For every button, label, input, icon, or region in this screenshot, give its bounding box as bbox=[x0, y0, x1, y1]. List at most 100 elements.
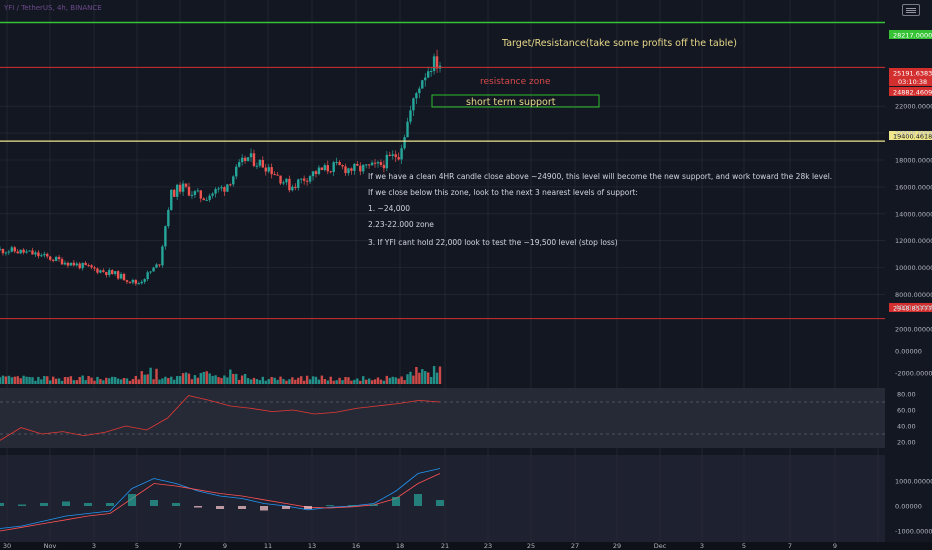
volume-bar-112 bbox=[329, 376, 332, 384]
macd-hist-4 bbox=[84, 503, 92, 506]
volume-bar-59 bbox=[173, 379, 176, 384]
volume-bar-126 bbox=[370, 380, 374, 384]
support-box[interactable] bbox=[431, 94, 600, 108]
volume-bar-39 bbox=[113, 376, 117, 384]
volume-bar-75 bbox=[220, 378, 223, 384]
candle-body-141 bbox=[415, 93, 418, 99]
time-tick-5: 9 bbox=[223, 542, 227, 550]
volume-bar-104 bbox=[305, 375, 309, 384]
volume-bar-103 bbox=[302, 380, 306, 384]
candle-body-31 bbox=[90, 265, 93, 268]
candle-body-17 bbox=[49, 256, 52, 260]
macd-hist-19 bbox=[414, 494, 422, 506]
volume-bar-139 bbox=[409, 371, 412, 384]
macd-pane-bg bbox=[0, 455, 885, 542]
candle-body-44 bbox=[128, 281, 132, 283]
volume-bar-71 bbox=[208, 373, 211, 384]
candle-body-146 bbox=[429, 71, 433, 73]
candle-body-34 bbox=[99, 270, 102, 273]
candle-body-24 bbox=[69, 262, 73, 266]
volume-bar-48 bbox=[140, 371, 143, 384]
candle-body-60 bbox=[175, 184, 179, 197]
rsi-tick-2: 60.00 bbox=[897, 407, 916, 415]
candle-body-86 bbox=[252, 153, 256, 166]
candle-body-87 bbox=[255, 165, 259, 167]
volume-bar-118 bbox=[347, 377, 350, 384]
volume-bar-85 bbox=[249, 379, 253, 384]
candle-body-76 bbox=[223, 187, 226, 192]
note-line-1: If we have a clean 4HR candle close abov… bbox=[368, 172, 832, 181]
candle-body-128 bbox=[376, 162, 380, 164]
candle-body-135 bbox=[397, 157, 400, 160]
candle-body-119 bbox=[350, 168, 353, 171]
candle-body-82 bbox=[240, 157, 244, 163]
candle-body-129 bbox=[379, 162, 383, 165]
candle-body-56 bbox=[164, 226, 167, 247]
macd-tick-0: -1000.00000 bbox=[895, 528, 932, 536]
price-tick-2: 12000.00000 bbox=[895, 237, 932, 245]
volume-bar-32 bbox=[93, 380, 96, 384]
volume-bar-143 bbox=[421, 369, 424, 384]
price-tick-5: 18000.00000 bbox=[895, 157, 932, 165]
time-tick-19: 9 bbox=[833, 542, 837, 550]
candle-body-64 bbox=[187, 186, 191, 196]
volume-bar-4 bbox=[10, 377, 14, 384]
volume-bar-7 bbox=[19, 378, 22, 384]
candle-body-5 bbox=[13, 247, 16, 252]
volume-bar-146 bbox=[429, 376, 433, 384]
macd-hist-1 bbox=[18, 504, 26, 506]
candle-body-42 bbox=[122, 273, 126, 281]
candle-body-79 bbox=[232, 176, 235, 185]
note-line-3: 1. ~24,000 bbox=[368, 204, 410, 213]
volume-bar-18 bbox=[51, 376, 55, 384]
menu-icon[interactable] bbox=[902, 4, 920, 16]
volume-bar-120 bbox=[353, 379, 356, 384]
time-tick-10: 21 bbox=[441, 542, 449, 550]
time-tick-13: 27 bbox=[571, 542, 579, 550]
volume-bar-145 bbox=[426, 372, 430, 384]
volume-bar-67 bbox=[196, 377, 200, 384]
macd-hist-15 bbox=[326, 505, 334, 507]
volume-bar-3 bbox=[7, 375, 11, 384]
macd-tick-2: 1000.00000 bbox=[895, 478, 932, 486]
volume-bar-113 bbox=[332, 380, 335, 384]
volume-bar-57 bbox=[167, 378, 170, 384]
volume-bar-110 bbox=[323, 379, 327, 384]
volume-bar-38 bbox=[111, 376, 114, 384]
volume-bar-117 bbox=[344, 377, 347, 384]
volume-bar-148 bbox=[435, 372, 439, 384]
volume-bar-144 bbox=[424, 371, 427, 384]
macd-hist-17 bbox=[370, 504, 378, 506]
candle-body-35 bbox=[102, 270, 105, 273]
macd-hist-3 bbox=[62, 501, 70, 506]
candle-body-92 bbox=[270, 167, 273, 175]
volume-bar-116 bbox=[341, 380, 344, 384]
candle-body-14 bbox=[40, 255, 43, 257]
candle-body-59 bbox=[173, 189, 176, 197]
countdown-label: 03:10:38 bbox=[898, 78, 927, 86]
symbol-title: YFI / TetherUS, 4h, BINANCE bbox=[3, 4, 102, 12]
support-box-label: short term support bbox=[466, 97, 556, 108]
macd-hist-20 bbox=[436, 500, 444, 506]
volume-bar-127 bbox=[373, 379, 377, 384]
target-annotation: Target/Resistance(take some profits off … bbox=[501, 38, 737, 49]
volume-bar-64 bbox=[187, 373, 191, 384]
volume-bar-119 bbox=[350, 380, 353, 384]
volume-bar-101 bbox=[297, 377, 300, 384]
volume-bar-129 bbox=[379, 379, 383, 384]
macd-hist-11 bbox=[238, 506, 246, 509]
volume-tick-0: -2000.00000 bbox=[895, 370, 932, 378]
candle-body-132 bbox=[388, 154, 391, 156]
candle-body-67 bbox=[196, 190, 200, 192]
candle-body-108 bbox=[317, 167, 321, 175]
volume-bar-115 bbox=[338, 377, 341, 384]
volume-bar-108 bbox=[317, 379, 321, 384]
candle-body-114 bbox=[335, 161, 338, 163]
volume-bar-125 bbox=[367, 378, 371, 384]
candle-body-27 bbox=[78, 263, 81, 269]
volume-bar-90 bbox=[264, 380, 267, 384]
volume-bar-76 bbox=[223, 375, 226, 384]
macd-hist-7 bbox=[150, 500, 158, 506]
candle-body-52 bbox=[152, 267, 155, 272]
